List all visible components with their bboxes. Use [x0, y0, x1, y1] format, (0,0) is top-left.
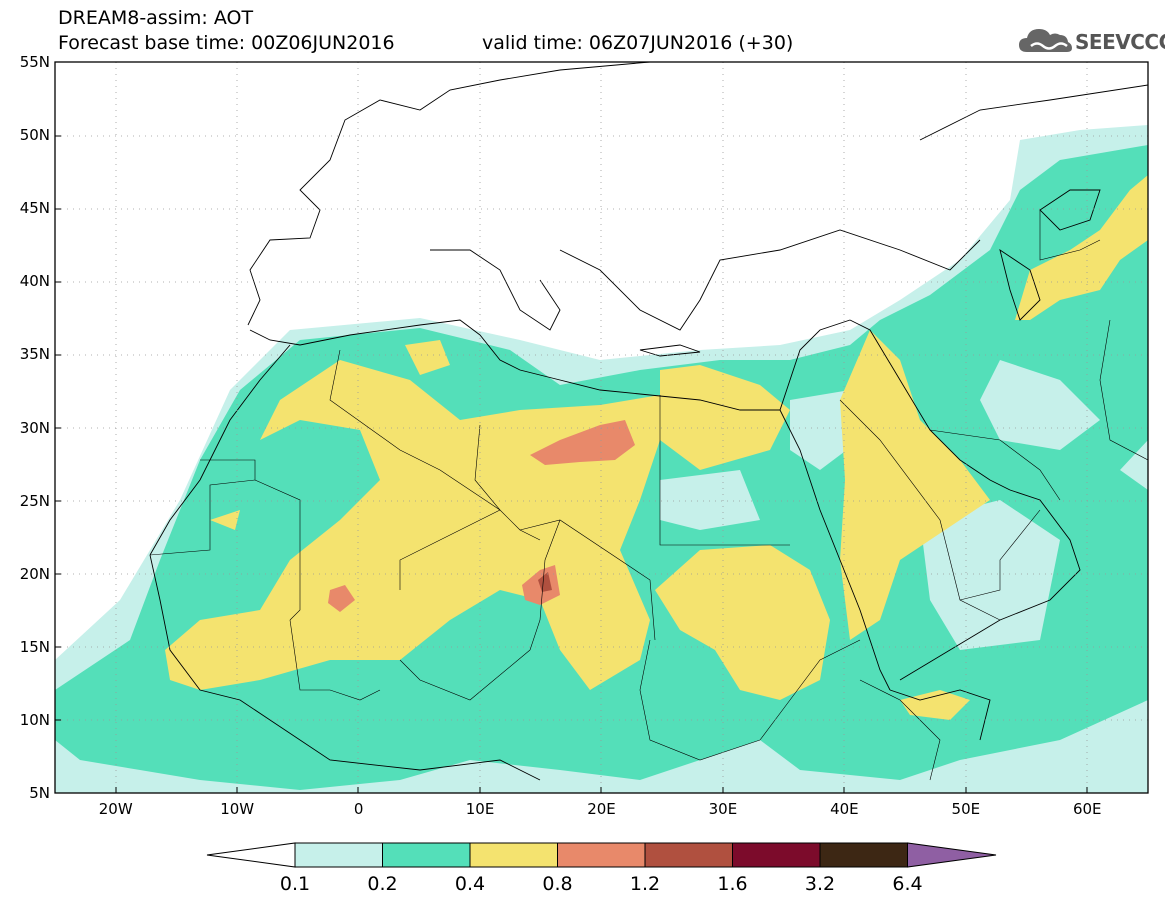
lon-label: 40E — [830, 800, 859, 818]
lon-label: 20W — [98, 800, 133, 818]
colorbar — [206, 842, 997, 868]
lon-label: 20E — [587, 800, 616, 818]
map-title: DREAM8-assim: AOT — [58, 7, 254, 29]
colorbar-below-arrow — [206, 842, 296, 868]
lat-label: 35N — [19, 345, 50, 364]
colorbar-label: 0.1 — [279, 873, 311, 895]
lat-label: 15N — [19, 637, 50, 656]
lat-label: 30N — [19, 418, 50, 437]
colorbar-segment — [469, 842, 558, 868]
coastlines — [149, 62, 1148, 781]
graticule — [55, 62, 1148, 793]
country-borders — [149, 210, 1148, 781]
colorbar-label: 6.4 — [892, 873, 923, 895]
colorbar-segment — [382, 842, 471, 868]
lat-label: 20N — [19, 564, 50, 583]
colorbar-segment — [557, 842, 646, 868]
aot-field — [55, 62, 1148, 793]
colorbar-label: 3.2 — [804, 873, 836, 895]
forecast-base-time: Forecast base time: 00Z06JUN2016 — [58, 32, 395, 54]
logo-text: SEEVCCC — [1075, 30, 1165, 54]
valid-time: valid time: 06Z07JUN2016 (+30) — [482, 32, 794, 54]
lon-label: 50E — [951, 800, 981, 818]
lat-label: 10N — [19, 710, 50, 729]
tick-marks — [55, 61, 1088, 794]
lat-label: 5N — [29, 784, 50, 802]
colorbar-label: 1.6 — [717, 873, 748, 895]
lon-label: 60E — [1072, 800, 1102, 818]
colorbar-label: 0.4 — [454, 873, 486, 895]
cloud-icon — [1019, 29, 1072, 52]
colorbar-segment — [294, 842, 383, 868]
lon-label: 0 — [353, 800, 364, 818]
lat-label: 45N — [19, 199, 50, 218]
lon-label: 10W — [220, 800, 255, 818]
colorbar-segment — [819, 842, 908, 868]
colorbar-segment — [644, 842, 733, 868]
lat-label: 55N — [19, 53, 50, 71]
lon-label: 30E — [708, 800, 738, 818]
colorbar-label: 0.8 — [542, 873, 573, 895]
seevccc-logo: SEEVCCC — [1017, 24, 1165, 56]
colorbar-segment — [732, 842, 821, 868]
lat-label: 25N — [19, 491, 50, 510]
colorbar-label: 1.2 — [629, 873, 661, 895]
colorbar-above-arrow — [907, 842, 997, 868]
lat-label: 50N — [19, 126, 50, 145]
colorbar-label: 0.2 — [367, 873, 398, 895]
lon-label: 10E — [465, 800, 495, 818]
lat-label: 40N — [19, 272, 50, 291]
